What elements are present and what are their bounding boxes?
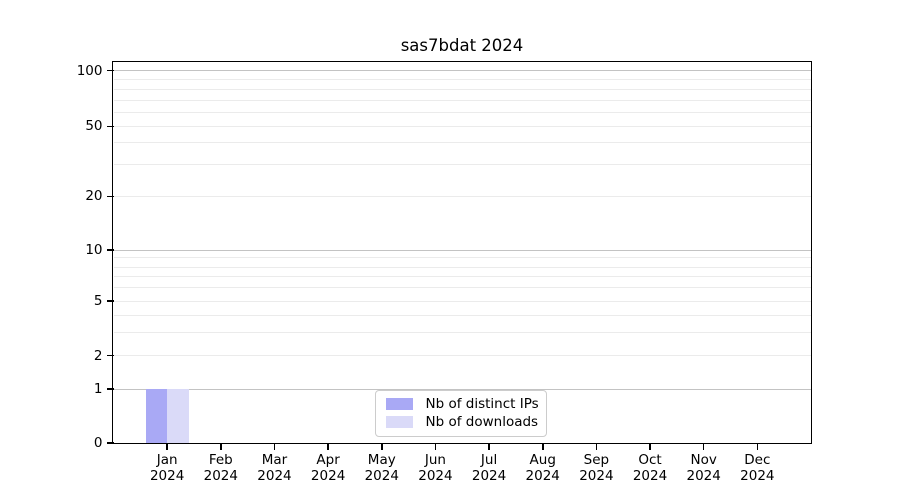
bar-downloads [167,389,189,443]
x-tick-month: Jun [424,452,446,468]
x-axis-tick [702,443,705,450]
x-tick-month: Apr [316,452,340,468]
minor-gridline [113,125,811,127]
x-axis-tick [166,443,168,450]
y-axis-tick [106,442,114,444]
x-tick-month: Oct [638,452,662,468]
x-tick-month: May [367,452,396,468]
legend-item: Nb of downloads [385,413,539,430]
y-tick-label: 50 [85,118,103,135]
x-axis-tick [541,443,544,450]
x-tick-label: Apr 2024 [292,452,364,484]
minor-gridline [113,286,811,288]
x-tick-year: 2024 [686,468,721,484]
x-tick-month: Nov [690,452,717,468]
x-tick-month: Mar [261,452,288,468]
x-tick-year: 2024 [310,468,346,484]
y-tick-label: 2 [93,347,103,364]
y-axis-tick [106,249,114,251]
legend-item-label: Nb of downloads [425,413,539,430]
y-tick-label: 5 [93,293,103,309]
y-axis-tick [106,300,114,302]
x-tick-year: 2024 [632,468,668,484]
x-tick-month: Jan [156,452,178,468]
legend-swatch [385,398,413,410]
minor-gridline [113,99,811,101]
bar-distinct-ips [145,389,168,443]
minor-gridline [113,276,811,278]
x-tick-month: Sep [583,452,610,468]
x-tick-year: 2024 [364,468,399,484]
minor-gridline [113,79,811,81]
x-tick-label: Sep 2024 [560,452,632,484]
x-axis-tick [488,443,490,450]
x-axis-tick [327,443,329,450]
x-tick-month: Feb [208,452,233,468]
x-axis-tick [756,443,759,450]
x-tick-year: 2024 [257,468,292,484]
x-tick-label: Jul 2024 [453,452,525,484]
y-axis-tick [106,388,114,390]
x-tick-label: Jun 2024 [399,452,471,484]
y-axis-tick [106,195,114,198]
x-tick-label: Dec 2024 [721,452,793,484]
x-tick-label: Jan 2024 [131,452,203,484]
x-tick-label: Feb 2024 [185,452,257,484]
x-axis-tick [434,443,437,450]
minor-gridline [113,164,811,166]
major-gridline [113,249,811,251]
minor-gridline [113,141,811,143]
y-tick-label: 10 [85,242,103,258]
x-tick-label: Aug 2024 [507,452,579,484]
legend-item: Nb of distinct IPs [385,395,539,412]
legend: Nb of distinct IPs Nb of downloads [374,389,547,437]
minor-gridline [113,111,811,113]
x-axis-tick [273,443,276,450]
x-tick-year: 2024 [579,468,614,484]
x-tick-year: 2024 [740,468,775,484]
y-axis-tick [106,354,114,357]
x-tick-label: Nov 2024 [668,452,740,484]
legend-swatch [385,416,413,428]
y-tick-label: 100 [76,62,103,79]
minor-gridline [113,266,811,268]
x-axis-tick [380,443,383,450]
y-tick-label: 0 [93,435,103,451]
x-axis-tick [649,443,651,450]
y-tick-label: 20 [85,188,103,205]
x-tick-year: 2024 [525,468,560,484]
x-tick-label: Mar 2024 [238,452,310,484]
x-tick-month: Aug [529,452,556,468]
chart-title: sas7bdat 2024 [400,36,524,55]
y-axis-tick [106,125,114,128]
minor-gridline [113,195,811,197]
x-tick-year: 2024 [418,468,453,484]
x-tick-year: 2024 [203,468,238,484]
x-tick-label: Oct 2024 [614,452,686,484]
major-gridline [113,70,811,71]
minor-gridline [113,314,811,316]
major-gridline [113,388,811,390]
minor-gridline [113,257,811,259]
minor-gridline [113,89,811,91]
x-tick-label: May 2024 [346,452,418,484]
minor-gridline [113,332,811,334]
minor-gridline [113,355,811,356]
y-axis-tick [106,69,114,72]
x-tick-year: 2024 [149,468,185,484]
y-tick-label: 1 [93,381,103,397]
x-axis-tick [595,443,598,450]
minor-gridline [113,300,811,302]
x-tick-month: Jul [480,452,498,468]
legend-item-label: Nb of distinct IPs [425,395,539,412]
x-tick-year: 2024 [471,468,507,484]
x-axis-tick [220,443,222,450]
x-tick-month: Dec [744,452,771,468]
